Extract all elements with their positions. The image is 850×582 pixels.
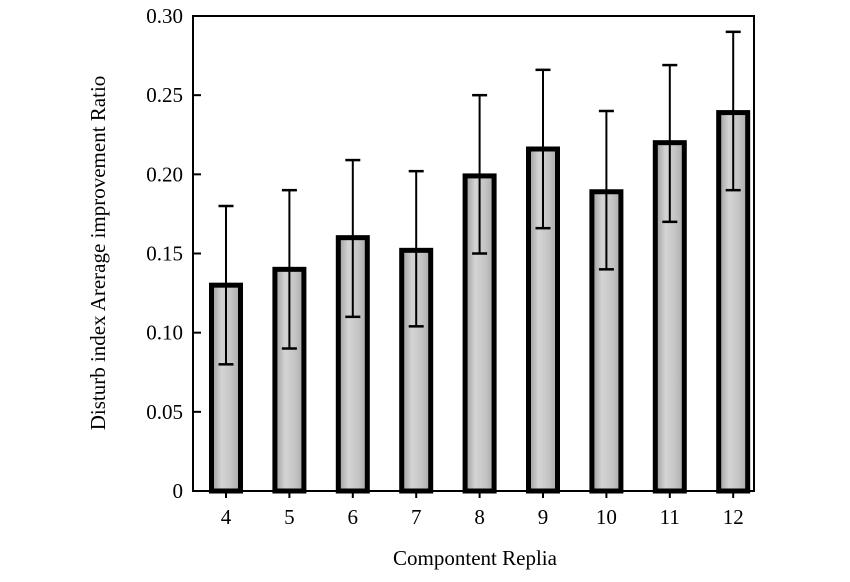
x-tick-label-5: 5 — [284, 505, 295, 529]
x-axis-title: Compontent Replia — [393, 546, 558, 570]
x-tick-label-8: 8 — [474, 505, 485, 529]
x-tick-label-6: 6 — [348, 505, 359, 529]
y-tick-label-0.15: 0.15 — [146, 242, 183, 266]
x-tick-label-9: 9 — [538, 505, 549, 529]
y-tick-label-0.20: 0.20 — [146, 162, 183, 186]
y-axis-title: Disturb index Arerage improvement Ratio — [86, 76, 110, 431]
y-tick-label-0.30: 0.30 — [146, 4, 183, 28]
x-tick-label-12: 12 — [723, 505, 744, 529]
y-axis-ticks: 0 0.05 0.10 0.15 0.20 0.25 0.30 — [146, 4, 201, 503]
y-tick-label-0.10: 0.10 — [146, 321, 183, 345]
x-tick-label-10: 10 — [596, 505, 617, 529]
y-tick-label-0.25: 0.25 — [146, 83, 183, 107]
y-tick-label-0: 0 — [173, 479, 184, 503]
error-bars-group — [218, 30, 741, 366]
x-tick-label-7: 7 — [411, 505, 422, 529]
x-tick-label-11: 11 — [660, 505, 680, 529]
x-axis-ticks: 4 5 6 7 8 9 10 11 12 — [221, 491, 744, 529]
x-tick-label-4: 4 — [221, 505, 232, 529]
y-tick-label-0.05: 0.05 — [146, 400, 183, 424]
